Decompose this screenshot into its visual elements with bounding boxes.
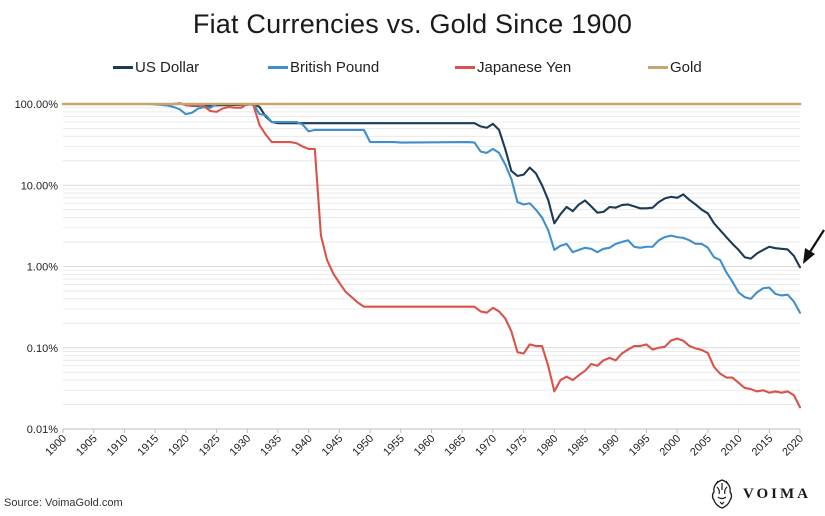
x-tick-label: 1975 — [504, 433, 530, 459]
x-tick-label: 1950 — [350, 433, 376, 459]
x-tick-label: 1970 — [473, 433, 499, 459]
x-tick-label: 1930 — [228, 433, 254, 459]
brand-name: VOIMA — [742, 485, 811, 502]
x-tick-label: 1995 — [627, 433, 653, 459]
x-tick-label: 2005 — [688, 433, 714, 459]
x-tick-label: 2010 — [719, 433, 745, 459]
y-tick-label: 100.00% — [15, 99, 59, 111]
legend-item-us-dollar: US Dollar — [113, 57, 199, 77]
chart-title: Fiat Currencies vs. Gold Since 1900 — [192, 9, 633, 39]
x-tick-label: 2015 — [750, 433, 776, 459]
x-tick-label: 1990 — [596, 433, 622, 459]
legend-swatch-us-dollar — [113, 65, 133, 69]
gridlines — [63, 103, 800, 430]
legend-label-british-pound: British Pound — [290, 58, 380, 76]
series-line-british-pound — [61, 102, 802, 314]
legend-item-japanese-yen: Japanese Yen — [455, 57, 571, 77]
x-tick-label: 1905 — [74, 433, 100, 459]
y-tick-label: 0.01% — [27, 424, 58, 436]
y-tick-label: 1.00% — [27, 262, 58, 274]
x-tick-label: 1915 — [135, 433, 161, 459]
x-tick-label: 1940 — [289, 433, 315, 459]
x-tick-label: 2000 — [657, 433, 683, 459]
x-tick-label: 1910 — [105, 433, 131, 459]
y-tick-label: 10.00% — [21, 180, 59, 192]
annotation-arrowhead — [803, 248, 815, 264]
x-tick-label: 1925 — [197, 433, 223, 459]
legend-label-gold: Gold — [670, 58, 702, 76]
legend-item-gold: Gold — [648, 57, 702, 77]
x-tick-label: 1980 — [535, 433, 561, 459]
chart-legend: US Dollar British Pound Japanese Yen Gol… — [0, 57, 825, 77]
series-line-us-dollar — [61, 102, 802, 269]
legend-swatch-gold — [648, 65, 668, 69]
legend-label-japanese-yen: Japanese Yen — [477, 58, 572, 76]
x-tick-label: 1965 — [443, 433, 469, 459]
x-tick-label: 1945 — [320, 433, 346, 459]
x-tick-label: 1960 — [412, 433, 438, 459]
annotations — [803, 229, 825, 264]
source-note: Source: VoimaGold.com — [4, 497, 123, 509]
x-tick-label: 1900 — [43, 433, 69, 459]
annotation-arrow — [807, 229, 825, 256]
x-tick-label: 2020 — [780, 433, 806, 459]
series-line-japanese-yen — [61, 102, 802, 409]
series-lines — [61, 102, 802, 409]
x-tick-label: 1985 — [565, 433, 591, 459]
legend-label-us-dollar: US Dollar — [135, 58, 200, 76]
y-tick-label: 0.10% — [27, 343, 58, 355]
legend-swatch-british-pound — [268, 65, 288, 69]
x-tick-label: 1920 — [166, 433, 192, 459]
legend-swatch-japanese-yen — [455, 65, 475, 69]
legend-item-british-pound: British Pound — [268, 57, 379, 77]
brand-logo: VOIMA — [707, 478, 811, 510]
voima-lion-crest-icon — [711, 479, 733, 509]
x-tick-label: 1955 — [381, 433, 407, 459]
x-tick-label: 1935 — [258, 433, 284, 459]
